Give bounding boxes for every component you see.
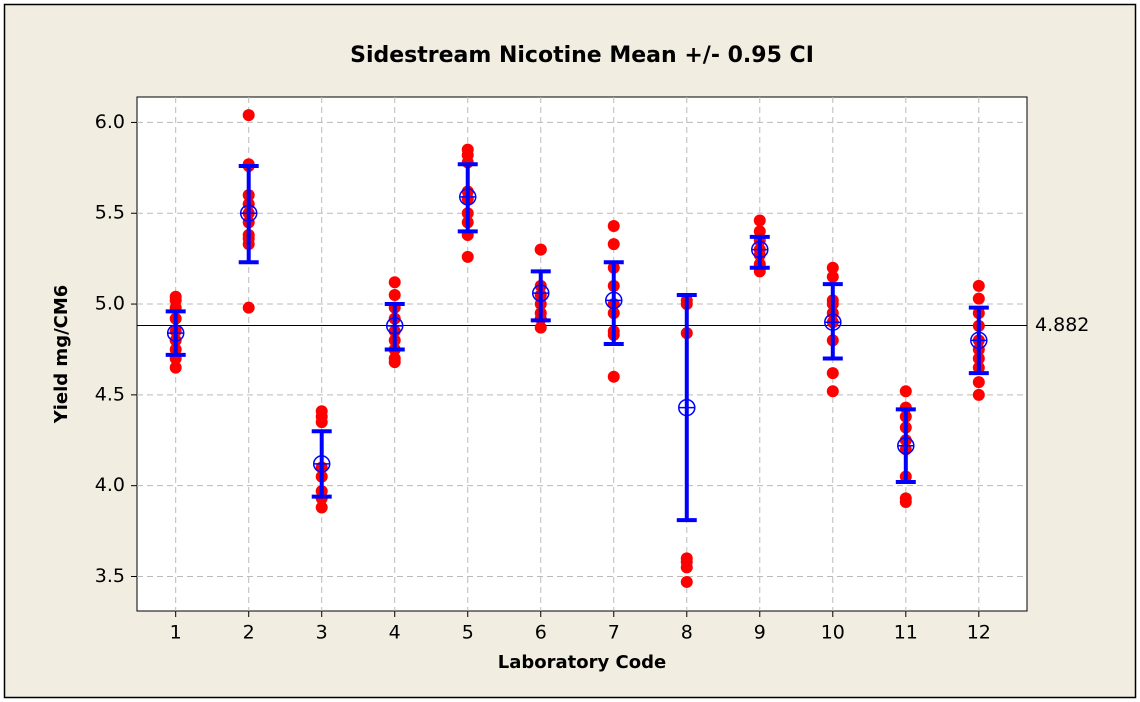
data-point xyxy=(680,575,693,588)
mean-marker-cross xyxy=(897,437,914,454)
data-point xyxy=(899,496,912,509)
mean-marker-cross xyxy=(751,241,768,258)
data-point xyxy=(242,109,255,122)
y-tick-label: 5.0 xyxy=(95,293,125,315)
x-axis-label: Laboratory Code xyxy=(498,652,666,673)
data-point xyxy=(315,501,328,514)
data-point xyxy=(972,388,985,401)
data-point xyxy=(388,288,401,301)
y-tick-label: 3.5 xyxy=(95,565,125,587)
data-point xyxy=(242,301,255,314)
mean-marker-cross xyxy=(313,455,330,472)
x-tick-label: 5 xyxy=(462,622,474,644)
data-point xyxy=(753,225,766,238)
data-point xyxy=(169,361,182,374)
mean-marker-cross xyxy=(605,292,622,309)
y-tick-label: 6.0 xyxy=(95,111,125,133)
data-point xyxy=(607,219,620,232)
x-tick-label: 11 xyxy=(894,622,918,644)
mean-marker-cross xyxy=(678,399,695,416)
data-point xyxy=(826,270,839,283)
data-point xyxy=(753,214,766,227)
data-point xyxy=(461,250,474,263)
x-tick-label: 2 xyxy=(243,622,255,644)
data-point xyxy=(972,376,985,389)
x-tick-label: 1 xyxy=(170,622,182,644)
data-point xyxy=(607,370,620,383)
x-tick-label: 10 xyxy=(821,622,845,644)
data-point xyxy=(826,367,839,380)
reference-label: 4.882 xyxy=(1035,314,1089,336)
data-point xyxy=(826,261,839,274)
mean-marker-cross xyxy=(386,317,403,334)
plot-area xyxy=(136,96,1028,612)
data-point xyxy=(388,356,401,369)
mean-marker-cross xyxy=(167,325,184,342)
data-point xyxy=(607,238,620,251)
x-tick-label: 3 xyxy=(316,622,328,644)
x-tick-label: 7 xyxy=(608,622,620,644)
chart-title: Sidestream Nicotine Mean +/- 0.95 CI xyxy=(350,43,814,68)
data-point xyxy=(388,276,401,289)
data-point xyxy=(534,243,547,256)
data-point xyxy=(534,321,547,334)
data-point xyxy=(680,561,693,574)
mean-marker-cross xyxy=(532,285,549,302)
y-axis-label: Yield mg/CM6 xyxy=(51,285,72,425)
data-point xyxy=(315,416,328,429)
data-point xyxy=(972,279,985,292)
data-point xyxy=(899,385,912,398)
x-tick-label: 9 xyxy=(754,622,766,644)
mean-marker-cross xyxy=(970,332,987,349)
y-tick-label: 4.0 xyxy=(95,474,125,496)
x-tick-label: 6 xyxy=(535,622,547,644)
x-tick-label: 4 xyxy=(389,622,401,644)
mean-marker-cross xyxy=(459,188,476,205)
x-tick-label: 12 xyxy=(967,622,991,644)
data-point xyxy=(972,292,985,305)
x-tick-label: 8 xyxy=(681,622,693,644)
mean-marker-cross xyxy=(240,205,257,222)
data-point xyxy=(826,385,839,398)
y-tick-label: 5.5 xyxy=(95,202,125,224)
y-tick-label: 4.5 xyxy=(95,383,125,405)
mean-marker-cross xyxy=(824,314,841,331)
